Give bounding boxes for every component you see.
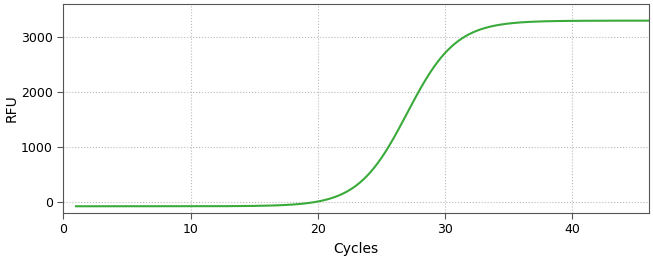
Y-axis label: RFU: RFU: [4, 95, 18, 122]
X-axis label: Cycles: Cycles: [334, 242, 379, 256]
